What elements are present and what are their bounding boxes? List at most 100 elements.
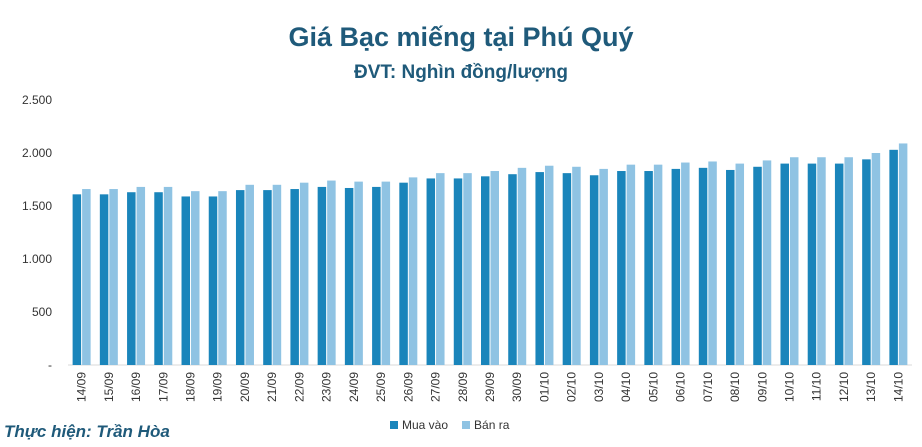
bar-buy: [99, 194, 109, 365]
x-tick-label: 04/10: [619, 372, 633, 402]
bar-buy: [535, 172, 544, 365]
legend-label-sell: Bán ra: [474, 418, 510, 432]
x-tick-label: 19/09: [211, 372, 225, 402]
x-tick-label: 14/09: [75, 372, 89, 402]
bar-sell: [789, 157, 799, 365]
x-tick-label: 02/10: [565, 372, 579, 402]
x-tick-label: 24/09: [347, 372, 361, 402]
x-tick-label: 06/10: [674, 372, 688, 402]
bar-buy: [154, 192, 163, 365]
bar-sell: [653, 164, 663, 365]
bar-sell: [463, 173, 472, 365]
x-tick-label: 26/09: [401, 372, 415, 402]
bar-buy: [807, 163, 817, 365]
y-tick-label: 2.500: [22, 93, 52, 107]
legend: Mua vào Bán ra: [390, 418, 509, 432]
bar-sell: [109, 189, 118, 365]
bar-sell: [490, 171, 499, 365]
bar-sell: [844, 157, 853, 365]
bar-buy: [753, 166, 762, 365]
chart-title: Giá Bạc miếng tại Phú Quý: [288, 22, 634, 52]
bar-buy: [235, 190, 245, 365]
legend-label-buy: Mua vào: [402, 418, 449, 432]
bar-buy: [399, 182, 408, 365]
bar-sell: [381, 181, 391, 365]
x-tick-label: 30/09: [510, 372, 524, 402]
bar-buy: [372, 186, 381, 365]
bar-sell: [599, 168, 608, 365]
x-tick-label: 23/09: [320, 372, 334, 402]
bar-buy: [263, 190, 272, 365]
legend-swatch-sell: [462, 421, 471, 429]
bar-buy: [127, 192, 136, 365]
x-tick-label: 18/09: [184, 372, 198, 402]
x-tick-label: 08/10: [728, 372, 742, 402]
bar-buy: [726, 169, 735, 365]
y-tick-label: 2.000: [22, 146, 52, 160]
bar-sell: [191, 191, 200, 365]
bar-buy: [453, 178, 463, 365]
bar-sell: [871, 153, 881, 365]
x-tick-label: 17/09: [156, 372, 170, 402]
bar-sell: [708, 161, 717, 365]
bar-sell: [626, 164, 636, 365]
x-tick-label: 21/09: [265, 372, 279, 402]
bar-sell: [517, 167, 527, 365]
x-tick-label: 11/10: [810, 372, 824, 401]
bar-buy: [317, 186, 327, 365]
bar-buy: [644, 171, 653, 365]
bar-buy: [671, 168, 681, 365]
bar-sell: [327, 180, 336, 365]
bar-buy: [589, 175, 599, 365]
bar-buy: [562, 173, 572, 365]
x-tick-label: 20/09: [238, 372, 252, 402]
legend-item-buy: Mua vào: [390, 418, 448, 432]
legend-swatch-buy: [390, 421, 398, 429]
y-tick-label: 1.000: [22, 252, 52, 266]
bar-sell: [82, 189, 91, 365]
bar-buy: [698, 167, 708, 365]
x-tick-label: 05/10: [646, 372, 660, 402]
bar-sell: [136, 186, 146, 365]
bar-sell: [408, 177, 418, 365]
bar-buy: [508, 174, 517, 365]
bar-buy: [862, 159, 871, 365]
bar-buy: [208, 196, 218, 365]
bar-buy: [344, 187, 354, 365]
x-tick-label: 15/09: [102, 372, 116, 402]
x-tick-label: 14/10: [891, 372, 905, 402]
chart-subtitle: ĐVT: Nghìn đồng/lượng: [353, 62, 569, 83]
legend-item-sell: Bán ra: [462, 418, 509, 432]
x-tick-label: 03/10: [592, 372, 606, 402]
bar-buy: [834, 163, 844, 365]
y-tick-label: -: [48, 358, 52, 372]
bar-sell: [898, 143, 908, 365]
x-tick-label: 28/09: [456, 372, 470, 402]
bar-buy: [290, 189, 299, 365]
bar-sell: [572, 166, 581, 365]
x-tick-label: 25/09: [374, 372, 388, 402]
credit-text: Thực hiện: Trần Hòa: [4, 422, 170, 441]
x-tick-label: 09/10: [755, 372, 769, 402]
bar-sell: [735, 163, 745, 365]
bar-sell: [681, 162, 690, 365]
x-tick-label: 07/10: [701, 372, 715, 402]
bar-sell: [245, 184, 254, 365]
bar-sell: [544, 165, 554, 365]
bar-sell: [436, 173, 445, 365]
y-tick-label: 500: [32, 305, 52, 319]
bar-buy: [181, 196, 191, 365]
x-tick-label: 10/10: [782, 372, 796, 402]
x-tick-label: 01/10: [537, 372, 551, 402]
y-tick-label: 1.500: [22, 199, 52, 213]
x-tick-label: 12/10: [837, 372, 851, 402]
x-tick-label: 29/09: [483, 372, 497, 402]
bar-buy: [780, 163, 789, 365]
x-tick-label: 16/09: [129, 372, 143, 402]
bar-buy: [889, 149, 898, 365]
bar-buy: [481, 176, 490, 365]
bar-sell: [272, 184, 282, 365]
bar-sell: [762, 160, 772, 365]
bar-sell: [218, 191, 227, 365]
